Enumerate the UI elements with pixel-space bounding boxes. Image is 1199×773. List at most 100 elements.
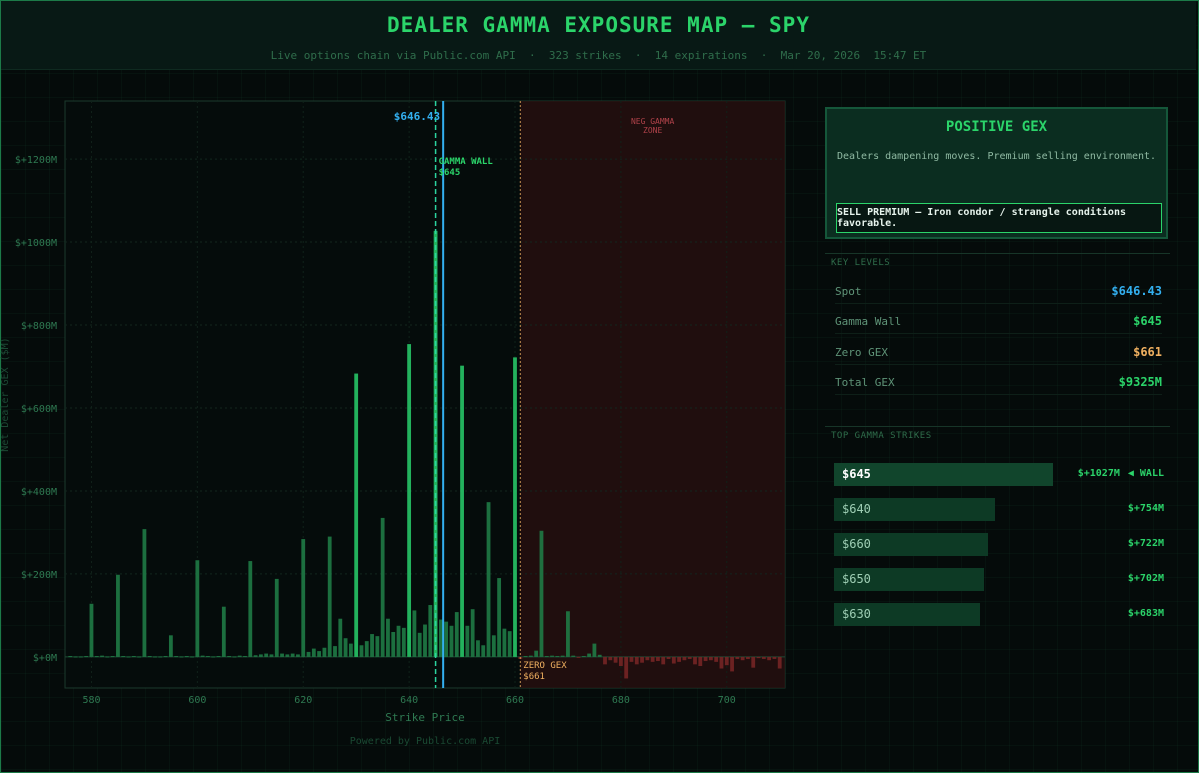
- positive-gex-bar: [200, 655, 205, 657]
- positive-gex-bar: [184, 656, 189, 658]
- positive-gex-bar: [481, 645, 486, 657]
- negative-gex-bar: [777, 656, 782, 669]
- positive-gex-bar: [248, 561, 253, 657]
- positive-gex-bar: [364, 641, 369, 657]
- key-level-value: $646.43: [1111, 284, 1162, 298]
- positive-gex-bar: [137, 656, 142, 658]
- positive-gex-bar: [237, 655, 242, 657]
- strike-strength-bar: [834, 463, 1053, 486]
- y-tick-label: $+600M: [21, 404, 57, 415]
- x-tick-label: 640: [400, 695, 418, 706]
- positive-gex-bar: [190, 656, 194, 658]
- y-tick-label: $+1200M: [15, 155, 57, 166]
- negative-gex-bar: [772, 656, 777, 659]
- x-tick-label: 600: [188, 695, 206, 706]
- strike-strength-bar: [834, 498, 995, 521]
- positive-gex-bar: [274, 578, 279, 657]
- positive-gex-bar: [348, 643, 353, 657]
- negative-gex-bar: [735, 656, 740, 659]
- positive-gex-bar: [359, 645, 364, 657]
- positive-gex-bar: [396, 625, 401, 657]
- key-level-value: $9325M: [1118, 375, 1162, 389]
- regime-card: POSITIVE GEX Dealers dampening moves. Pr…: [825, 107, 1168, 239]
- negative-gex-bar: [576, 656, 581, 658]
- positive-gex-bar: [280, 653, 284, 657]
- strike-strength-bar: [834, 568, 984, 591]
- positive-gex-bar: [428, 605, 433, 657]
- negative-gex-bar: [714, 656, 719, 662]
- positive-gex-bar: [158, 656, 163, 658]
- key-levels-heading: KEY LEVELS: [831, 258, 891, 268]
- positive-gex-bar: [126, 656, 131, 658]
- positive-gex-bar: [311, 648, 316, 657]
- negative-gex-bar: [661, 656, 666, 665]
- positive-gex-bar: [296, 654, 300, 657]
- positive-gex-bar: [587, 653, 592, 657]
- positive-gex-bar: [121, 656, 126, 658]
- positive-gex-bar: [89, 603, 94, 657]
- zero-gex-label: ZERO GEX: [523, 661, 567, 671]
- positive-gex-bar: [476, 640, 480, 657]
- positive-gex-bar: [131, 656, 136, 658]
- key-level-row: Spot $646.43: [835, 283, 1162, 304]
- positive-gex-bar: [211, 656, 216, 658]
- positive-gex-bar: [253, 655, 258, 657]
- negative-gex-bar: [624, 656, 629, 679]
- strike-gex-value: $+722M: [1127, 538, 1164, 549]
- positive-gex-bar: [174, 656, 179, 658]
- top-strike-row: $640 $+754M: [834, 498, 1164, 522]
- negative-gex-bar: [666, 656, 671, 659]
- negative-gex-bar: [650, 656, 655, 662]
- positive-gex-bar: [555, 656, 560, 658]
- positive-gex-bar: [78, 656, 83, 658]
- y-tick-label: $+800M: [21, 321, 57, 332]
- positive-gex-bar: [100, 655, 104, 657]
- regime-title: POSITIVE GEX: [945, 119, 1048, 135]
- positive-gex-bar: [412, 610, 417, 657]
- key-level-value: $645: [1133, 314, 1162, 328]
- negative-gex-bar: [682, 656, 687, 661]
- positive-gex-bar: [306, 651, 311, 657]
- positive-gex-bar: [290, 653, 295, 657]
- positive-gex-bar: [322, 647, 327, 657]
- positive-gex-bar: [264, 653, 269, 657]
- positive-gex-bar: [386, 618, 390, 657]
- key-level-label: Gamma Wall: [835, 315, 902, 328]
- positive-gex-bar: [317, 651, 322, 657]
- positive-gex-bar: [550, 655, 554, 657]
- strike-strength-bar: [834, 603, 980, 626]
- negative-gex-bar: [640, 656, 644, 663]
- positive-gex-bar: [338, 618, 343, 657]
- negative-gex-bar: [634, 656, 639, 665]
- positive-gex-bar: [73, 656, 78, 658]
- positive-gex-bar: [407, 344, 412, 657]
- positive-gex-bar: [195, 560, 200, 657]
- x-tick-label: 620: [294, 695, 312, 706]
- top-strike-row: $630 $+683M: [834, 603, 1164, 627]
- strike-gex-value: $+683M: [1127, 608, 1164, 619]
- negative-gex-bar: [761, 656, 766, 659]
- strike-label: $645: [842, 467, 871, 481]
- key-level-value: $661: [1133, 345, 1162, 359]
- positive-gex-bar: [163, 656, 168, 658]
- top-strikes-heading: TOP GAMMA STRIKES: [831, 431, 932, 441]
- top-strike-row: $660 $+722M: [834, 533, 1164, 557]
- negative-gex-bar: [677, 656, 682, 662]
- negative-gex-bar: [730, 656, 734, 672]
- negative-gex-bar: [767, 656, 772, 661]
- negative-gex-bar: [671, 656, 676, 664]
- strike-gex-value: $+754M: [1127, 503, 1164, 514]
- negative-gex-bar: [703, 656, 708, 662]
- x-axis-label: Strike Price: [385, 711, 464, 724]
- key-level-label: Spot: [835, 285, 862, 298]
- strike-label: $630: [842, 607, 871, 621]
- header: DEALER GAMMA EXPOSURE MAP — SPY Live opt…: [1, 1, 1196, 70]
- divider: [825, 426, 1170, 427]
- negative-gex-bar: [656, 656, 660, 662]
- y-axis-label: Net Dealer GEX ($M): [0, 337, 11, 451]
- positive-gex-bar: [343, 638, 348, 657]
- gex-bar-chart: $+0M $+200M $+400M $+600M $+800M $+1000M $+120…: [0, 100, 786, 724]
- top-strike-row: $645 $+1027M ◀ WALL: [834, 463, 1164, 487]
- positive-gex-bar: [491, 635, 496, 657]
- positive-gex-bar: [327, 536, 332, 657]
